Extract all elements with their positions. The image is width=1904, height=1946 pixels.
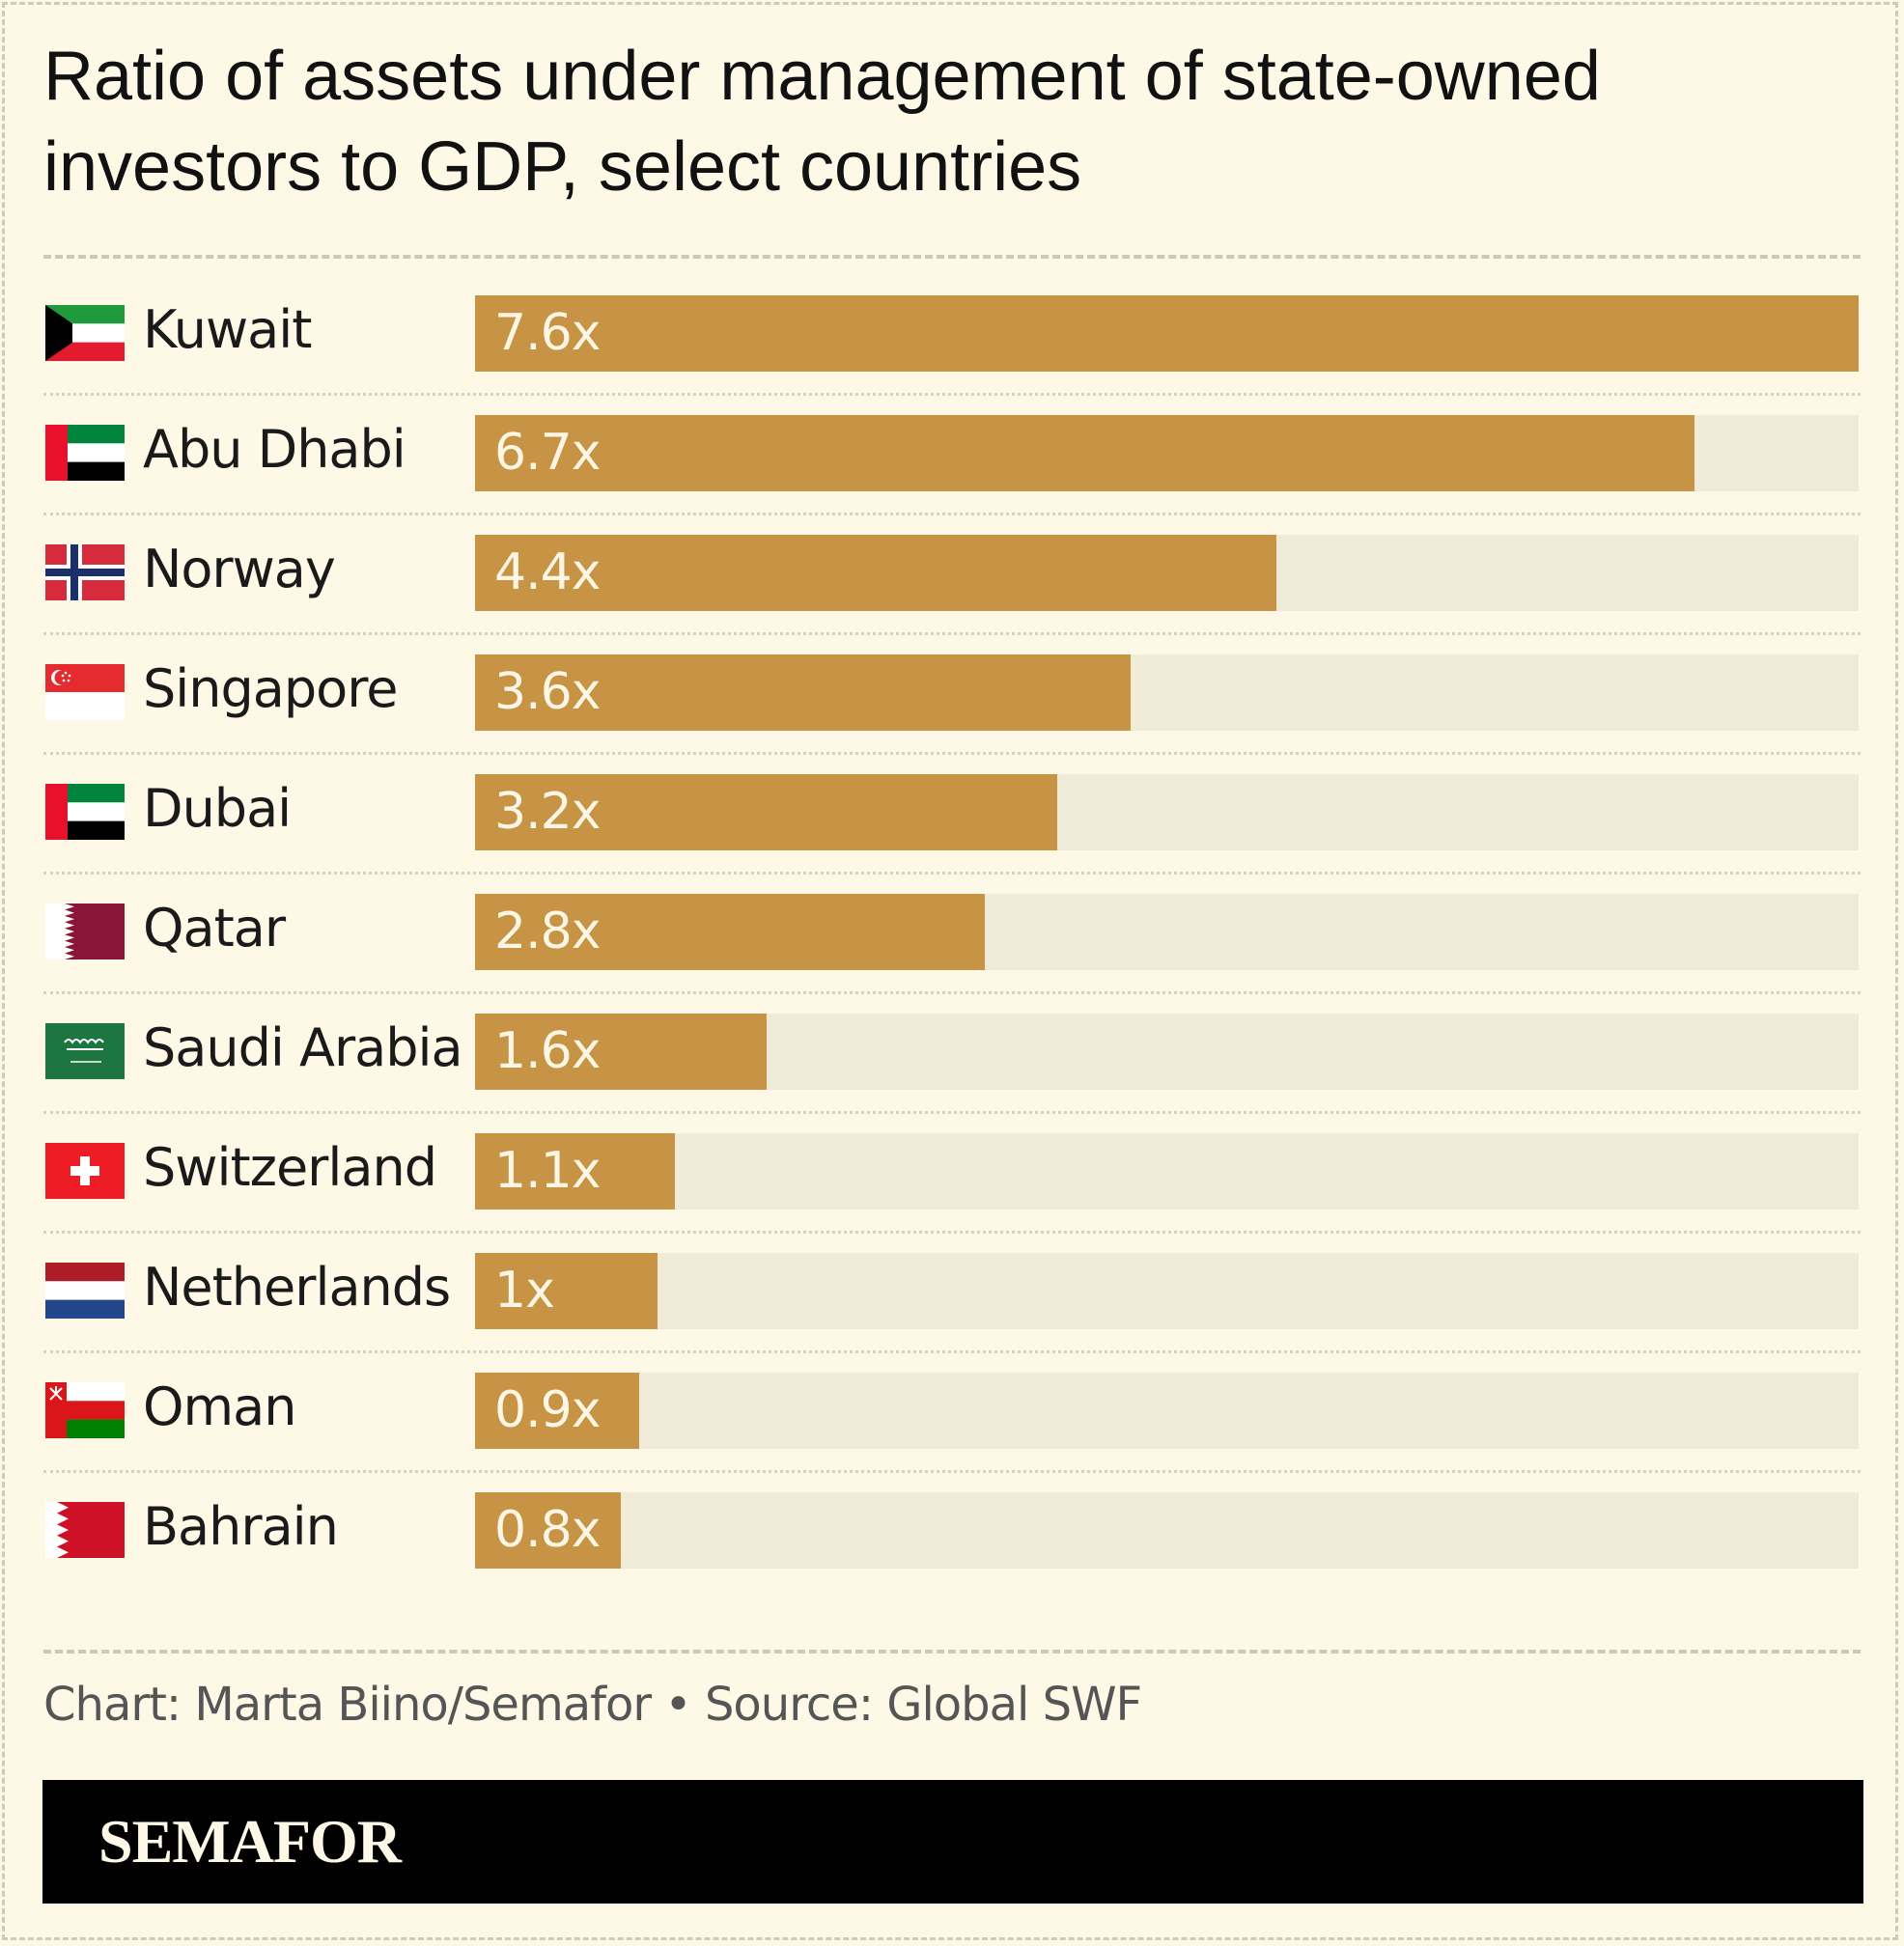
- netherlands-flag-icon: [45, 1263, 125, 1319]
- bar-track: 3.2x: [475, 774, 1859, 850]
- value-label: 0.8x: [494, 1501, 601, 1559]
- category-label: Dubai: [143, 778, 292, 839]
- bahrain-flag-icon: [45, 1502, 125, 1558]
- bar-track: 1.6x: [475, 1014, 1859, 1090]
- saudi-arabia-flag-icon: [45, 1023, 125, 1079]
- category-label: Oman: [143, 1376, 296, 1437]
- bottom-separator: [43, 1650, 1861, 1654]
- category-label: Norway: [143, 539, 336, 599]
- row-separator: [43, 872, 1861, 875]
- category-label: Singapore: [143, 658, 398, 719]
- norway-flag-icon: [45, 544, 125, 600]
- row-separator: [43, 513, 1861, 515]
- bar-track: 3.6x: [475, 654, 1859, 731]
- bar: [475, 1373, 639, 1449]
- value-label: 7.6x: [494, 304, 601, 362]
- uae-flag-icon: [45, 425, 125, 481]
- row-separator: [43, 393, 1861, 396]
- value-label: 1x: [494, 1262, 555, 1320]
- uae-flag-icon: [45, 784, 125, 840]
- value-label: 1.6x: [494, 1022, 601, 1080]
- bar-track: 7.6x: [475, 295, 1859, 372]
- row-separator: [43, 632, 1861, 635]
- category-label: Switzerland: [143, 1137, 437, 1198]
- row-separator: [43, 1470, 1861, 1473]
- bar: [475, 774, 1057, 850]
- value-label: 2.8x: [494, 903, 601, 960]
- value-label: 4.4x: [494, 543, 601, 601]
- bar-track: 0.9x: [475, 1373, 1859, 1449]
- bar-track: 0.8x: [475, 1492, 1859, 1569]
- bar: [475, 295, 1859, 372]
- bar: [475, 535, 1276, 611]
- bar: [475, 1133, 675, 1209]
- value-label: 1.1x: [494, 1142, 601, 1200]
- chart-title: Ratio of assets under management of stat…: [43, 38, 1601, 206]
- qatar-flag-icon: [45, 904, 125, 959]
- brand-bar: SEMAFOR: [42, 1780, 1863, 1904]
- row-separator: [43, 991, 1861, 994]
- bar-track: 4.4x: [475, 535, 1859, 611]
- category-label: Kuwait: [143, 299, 312, 360]
- bar: [475, 1014, 767, 1090]
- chart-credit: Chart: Marta Biino/Semafor • Source: Glo…: [43, 1678, 1142, 1732]
- bar-track: 6.7x: [475, 415, 1859, 491]
- category-label: Saudi Arabia: [143, 1017, 463, 1078]
- bar-track: 2.8x: [475, 894, 1859, 970]
- singapore-flag-icon: [45, 664, 125, 720]
- bar-track: 1.1x: [475, 1133, 1859, 1209]
- row-separator: [43, 1350, 1861, 1353]
- top-separator: [43, 255, 1861, 259]
- category-label: Bahrain: [143, 1496, 339, 1557]
- row-separator: [43, 1111, 1861, 1114]
- category-label: Qatar: [143, 898, 286, 959]
- bar-track: 1x: [475, 1253, 1859, 1329]
- bar: [475, 894, 985, 970]
- category-label: Abu Dhabi: [143, 419, 406, 480]
- category-label: Netherlands: [143, 1257, 451, 1318]
- oman-flag-icon: [45, 1382, 125, 1438]
- kuwait-flag-icon: [45, 305, 125, 361]
- row-separator: [43, 1231, 1861, 1234]
- switzerland-flag-icon: [45, 1143, 125, 1199]
- value-label: 0.9x: [494, 1381, 601, 1439]
- semafor-logo: SEMAFOR: [98, 1807, 402, 1876]
- row-separator: [43, 752, 1861, 755]
- value-label: 6.7x: [494, 424, 601, 482]
- bar: [475, 415, 1694, 491]
- value-label: 3.2x: [494, 783, 601, 841]
- bar: [475, 1492, 621, 1569]
- value-label: 3.6x: [494, 663, 601, 721]
- bar: [475, 654, 1131, 731]
- bar: [475, 1253, 658, 1329]
